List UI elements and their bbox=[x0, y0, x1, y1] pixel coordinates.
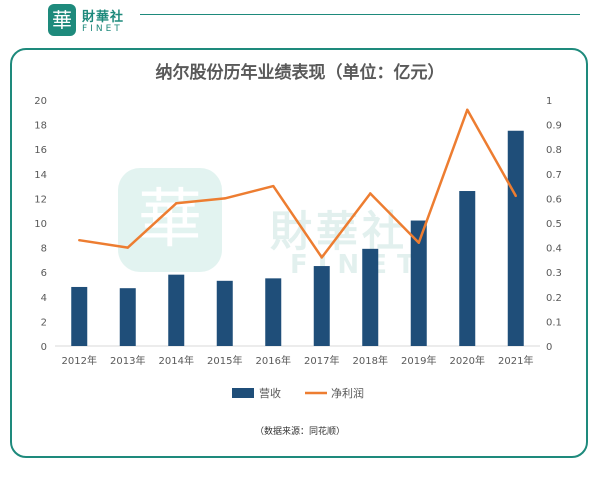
y-right-tick-label: 0.7 bbox=[546, 170, 562, 181]
line-net-profit-point bbox=[417, 241, 420, 244]
watermark-logo-char: 華 bbox=[138, 183, 202, 257]
x-tick-label: 2019年 bbox=[401, 354, 436, 367]
y-left-tick-label: 14 bbox=[34, 170, 47, 181]
legend-label-revenue: 营收 bbox=[259, 386, 281, 400]
y-right-tick-label: 0.9 bbox=[546, 121, 562, 132]
line-net-profit-point bbox=[78, 239, 81, 242]
brand-logo-char: 華 bbox=[52, 8, 72, 32]
brand-name: 財華社 bbox=[82, 10, 125, 25]
y-left-tick-label: 4 bbox=[41, 293, 47, 304]
y-left-tick-label: 6 bbox=[41, 268, 47, 279]
bar-revenue bbox=[265, 278, 282, 346]
line-net-profit-point bbox=[223, 197, 226, 200]
line-net-profit-point bbox=[175, 202, 178, 205]
chart-card bbox=[10, 48, 588, 458]
brand-header: 華 財華社 FINET bbox=[48, 4, 198, 44]
bar-revenue bbox=[168, 274, 185, 346]
line-net-profit-point bbox=[514, 194, 517, 198]
bar-revenue bbox=[410, 220, 427, 346]
chart-title: 纳尔股份历年业绩表现（单位：亿元） bbox=[155, 63, 445, 83]
x-tick-label: 2012年 bbox=[62, 354, 97, 367]
line-net-profit-point bbox=[320, 256, 323, 259]
y-left-tick-label: 18 bbox=[34, 121, 47, 132]
y-right-tick-label: 0.3 bbox=[546, 268, 562, 279]
watermark-logo-icon: 華 bbox=[118, 168, 222, 272]
bar-revenue bbox=[313, 266, 330, 346]
y-right-tick-label: 0.6 bbox=[546, 194, 562, 205]
x-tick-label: 2020年 bbox=[450, 354, 485, 367]
y-left-tick-label: 10 bbox=[34, 219, 47, 230]
legend-swatch-revenue bbox=[232, 388, 254, 398]
y-right-tick-label: 0 bbox=[546, 342, 552, 353]
y-left-tick-label: 8 bbox=[41, 244, 47, 255]
y-left-tick-label: 12 bbox=[34, 194, 47, 205]
bar-revenue bbox=[71, 286, 88, 346]
y-left-tick-label: 0 bbox=[41, 342, 47, 353]
bar-revenue bbox=[216, 280, 233, 346]
y-right-tick-label: 0.2 bbox=[546, 293, 562, 304]
source-note: （数据来源：同花顺） bbox=[254, 427, 345, 437]
y-left-tick-label: 2 bbox=[41, 317, 47, 328]
line-net-profit-point bbox=[272, 184, 275, 188]
x-tick-label: 2021年 bbox=[498, 354, 533, 367]
y-right-tick-label: 0.5 bbox=[546, 219, 562, 230]
bar-revenue bbox=[362, 248, 379, 346]
y-left-tick-label: 16 bbox=[34, 145, 47, 156]
x-tick-label: 2013年 bbox=[110, 354, 145, 367]
watermark-subtitle: FINET bbox=[290, 250, 425, 280]
y-right-tick-label: 0.8 bbox=[546, 145, 562, 156]
y-right-tick-label: 0.4 bbox=[546, 244, 562, 255]
header-divider bbox=[140, 14, 580, 15]
line-net-profit-point bbox=[126, 246, 129, 249]
x-tick-label: 2014年 bbox=[159, 354, 194, 367]
x-tick-label: 2017年 bbox=[304, 354, 339, 367]
y-right-tick-label: 1 bbox=[546, 96, 552, 107]
line-net-profit-point bbox=[369, 192, 372, 195]
bar-revenue bbox=[459, 191, 476, 346]
x-tick-label: 2016年 bbox=[256, 354, 291, 367]
bar-revenue bbox=[119, 288, 136, 346]
brand-subtitle: FINET bbox=[82, 24, 123, 34]
brand-logo-icon: 華 bbox=[48, 4, 76, 36]
x-tick-label: 2015年 bbox=[207, 354, 242, 367]
legend-label-net-profit: 净利润 bbox=[331, 386, 364, 400]
bar-revenue bbox=[507, 130, 524, 346]
y-left-tick-label: 20 bbox=[34, 96, 47, 107]
y-right-tick-label: 0.1 bbox=[546, 317, 562, 328]
line-net-profit bbox=[79, 108, 517, 259]
line-net-profit-point bbox=[466, 108, 469, 112]
x-tick-label: 2018年 bbox=[353, 354, 388, 367]
